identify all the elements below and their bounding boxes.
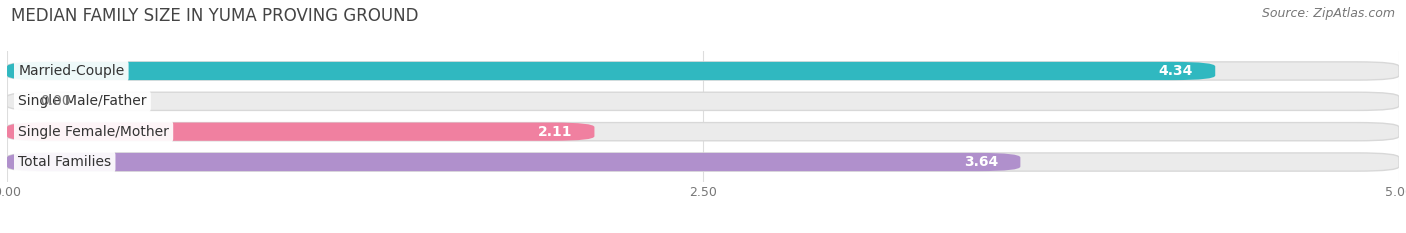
Text: 3.64: 3.64 <box>965 155 998 169</box>
FancyBboxPatch shape <box>7 153 1021 171</box>
FancyBboxPatch shape <box>7 123 1399 141</box>
FancyBboxPatch shape <box>7 62 1399 80</box>
Text: 0.00: 0.00 <box>41 94 72 108</box>
Text: 2.11: 2.11 <box>537 125 572 139</box>
FancyBboxPatch shape <box>7 92 1399 110</box>
Text: Source: ZipAtlas.com: Source: ZipAtlas.com <box>1261 7 1395 20</box>
Text: Total Families: Total Families <box>18 155 111 169</box>
Text: Single Male/Father: Single Male/Father <box>18 94 146 108</box>
FancyBboxPatch shape <box>7 123 595 141</box>
Text: Married-Couple: Married-Couple <box>18 64 124 78</box>
Text: Single Female/Mother: Single Female/Mother <box>18 125 169 139</box>
Text: 4.34: 4.34 <box>1159 64 1192 78</box>
FancyBboxPatch shape <box>7 62 1215 80</box>
FancyBboxPatch shape <box>7 153 1399 171</box>
Text: MEDIAN FAMILY SIZE IN YUMA PROVING GROUND: MEDIAN FAMILY SIZE IN YUMA PROVING GROUN… <box>11 7 419 25</box>
